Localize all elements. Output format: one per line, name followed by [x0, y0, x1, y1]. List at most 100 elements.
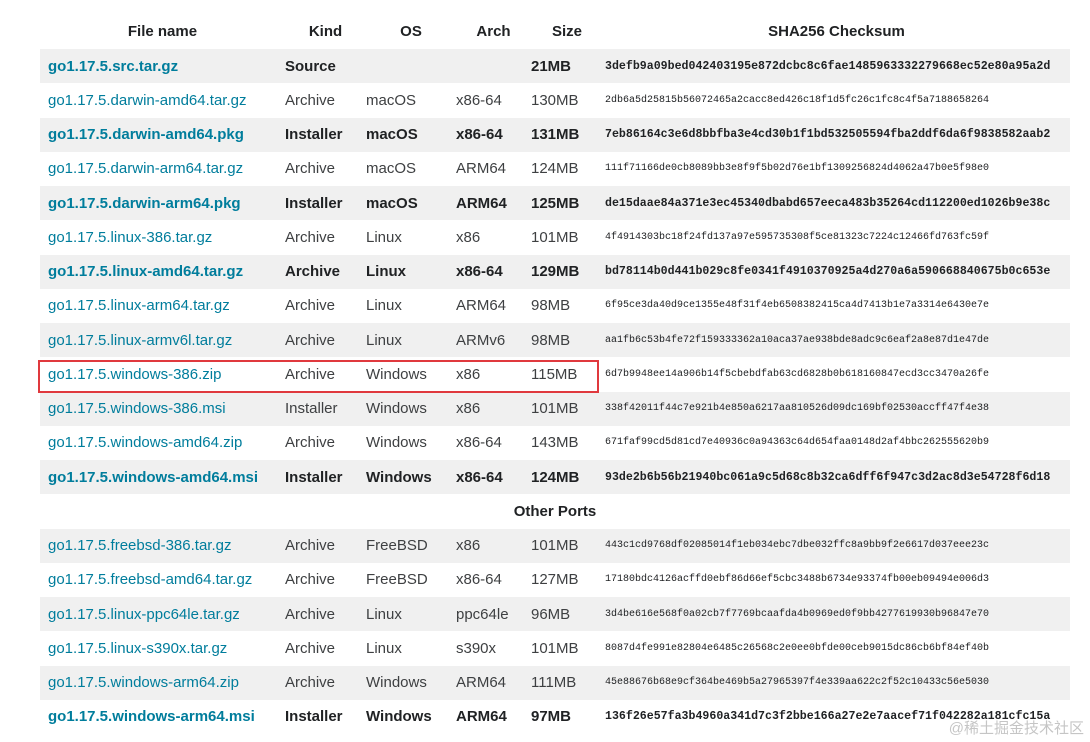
arch-cell: s390x — [456, 639, 497, 657]
arch-cell: ARM64 — [456, 160, 507, 178]
file-name-cell: go1.17.5.windows-arm64.zip — [40, 665, 285, 700]
file-name-cell: go1.17.5.darwin-arm64.tar.gz — [40, 152, 285, 186]
size-cell: 21MB — [531, 49, 603, 84]
download-link[interactable]: go1.17.5.linux-ppc64le.tar.gz — [48, 605, 240, 623]
os-cell: Linux — [366, 228, 402, 246]
checksum-cell: 4f4914303bc18f24fd137a97e595735308f5ce81… — [605, 231, 990, 243]
arch-cell: ARM64 — [456, 708, 507, 726]
size-cell: 101MB — [531, 228, 579, 246]
download-link[interactable]: go1.17.5.darwin-amd64.pkg — [48, 126, 244, 144]
download-link[interactable]: go1.17.5.src.tar.gz — [48, 57, 179, 75]
download-link[interactable]: go1.17.5.linux-386.tar.gz — [48, 228, 213, 246]
checksum-cell: 93de2b6b56b21940bc061a9c5d68c8b32ca6dff6… — [603, 460, 1070, 495]
file-name-cell: go1.17.5.linux-s390x.tar.gz — [40, 631, 285, 665]
download-link[interactable]: go1.17.5.freebsd-amd64.tar.gz — [48, 571, 253, 589]
checksum-cell: 338f42011f44c7e921b4e850a6217aa810526d09… — [603, 391, 1070, 426]
file-name-cell: go1.17.5.windows-386.msi — [40, 391, 285, 426]
table-row: go1.17.5.windows-386.msi Installer Windows… — [40, 391, 1070, 426]
kind-cell: Archive — [285, 297, 336, 315]
os-cell — [366, 49, 456, 84]
checksum-cell: bd78114b0d441b029c8fe0341f4910370925a4d2… — [603, 254, 1070, 289]
checksum-cell: 17180bdc4126acffd0ebf86d66ef5cbc3488b673… — [605, 574, 990, 586]
download-link[interactable]: go1.17.5.freebsd-386.tar.gz — [48, 537, 232, 555]
file-name-cell: go1.17.5.src.tar.gz — [40, 49, 285, 84]
download-link[interactable]: go1.17.5.windows-386.zip — [48, 365, 222, 383]
download-link[interactable]: go1.17.5.linux-arm64.tar.gz — [48, 297, 230, 315]
table-row: go1.17.5.linux-amd64.tar.gz Archive Linux x… — [40, 254, 1070, 289]
download-link[interactable]: go1.17.5.windows-arm64.zip — [48, 674, 239, 692]
os-cell: macOS — [366, 91, 417, 109]
size-cell: 101MB — [531, 528, 603, 563]
checksum-cell: 136f26e57fa3b4960a341d7c3f2bbe166a27e2e7… — [605, 710, 1051, 724]
table-row: go1.17.5.windows-amd64.zip Archive Windows… — [40, 426, 1070, 460]
kind-cell: Archive — [285, 254, 366, 289]
kind-cell: Archive — [285, 160, 336, 178]
download-link[interactable]: go1.17.5.linux-amd64.tar.gz — [48, 263, 244, 281]
os-cell: Linux — [366, 254, 456, 289]
os-cell: macOS — [366, 186, 456, 221]
size-cell: 124MB — [531, 460, 603, 495]
download-link[interactable]: go1.17.5.windows-amd64.zip — [48, 434, 243, 452]
arch-cell — [456, 49, 531, 84]
size-cell: 101MB — [531, 391, 603, 426]
size-cell: 125MB — [531, 186, 603, 221]
download-link[interactable]: go1.17.5.windows-amd64.msi — [48, 468, 259, 486]
kind-cell: Archive — [285, 434, 336, 452]
file-name-cell: go1.17.5.darwin-amd64.tar.gz — [40, 83, 285, 117]
kind-cell: Archive — [285, 597, 366, 632]
checksum-cell: 45e88676b68e9cf364be469b5a27965397f4e339… — [603, 665, 1070, 700]
kind-cell: Archive — [285, 365, 336, 383]
size-cell: 97MB — [531, 708, 572, 726]
arch-cell: x86 — [456, 228, 481, 246]
section-title-other-ports: Other Ports — [513, 502, 597, 520]
downloads-table: File name Kind OS Arch Size SHA256 Check… — [40, 14, 1070, 734]
os-cell: Windows — [366, 365, 427, 383]
checksum-cell: 6d7b9948ee14a906b14f5cbebdfab63cd6828b0b… — [605, 368, 990, 380]
table-row: go1.17.5.darwin-arm64.pkg Installer macOS A… — [40, 186, 1070, 221]
os-cell: Windows — [366, 460, 456, 495]
kind-cell: Installer — [285, 117, 366, 152]
size-cell: 115MB — [531, 365, 578, 383]
table-row: go1.17.5.windows-arm64.msi Installer Windo… — [40, 700, 1070, 734]
size-cell: 130MB — [531, 91, 579, 109]
table-row: go1.17.5.darwin-arm64.tar.gz Archive macOS… — [40, 152, 1070, 186]
kind-cell: Archive — [285, 228, 336, 246]
table-row: go1.17.5.linux-arm64.tar.gz Archive Linux A… — [40, 289, 1070, 323]
checksum-cell: 111f71166de0cb8089bb3e8f9f5b02d76e1bf130… — [605, 163, 990, 175]
download-link[interactable]: go1.17.5.linux-s390x.tar.gz — [48, 639, 228, 657]
kind-cell: Installer — [285, 708, 343, 726]
kind-cell: Archive — [285, 528, 366, 563]
kind-cell: Archive — [285, 91, 336, 109]
kind-cell: Archive — [285, 571, 336, 589]
file-name-cell: go1.17.5.windows-amd64.msi — [40, 460, 285, 495]
arch-cell: x86-64 — [456, 434, 502, 452]
os-cell: macOS — [366, 117, 456, 152]
size-cell: 131MB — [531, 117, 603, 152]
checksum-cell: 8087d4fe991e82804e6485c26568c2e0ee0bfde0… — [605, 642, 990, 654]
os-cell: Windows — [366, 391, 456, 426]
download-link[interactable]: go1.17.5.darwin-amd64.tar.gz — [48, 91, 247, 109]
download-link[interactable]: go1.17.5.windows-arm64.msi — [48, 708, 255, 726]
kind-cell: Source — [285, 49, 366, 84]
table-row: go1.17.5.windows-arm64.zip Archive Windows… — [40, 665, 1070, 700]
os-cell: Windows — [366, 708, 432, 726]
checksum-cell: 2db6a5d25815b56072465a2cacc8ed426c18f1d5… — [605, 94, 990, 106]
size-cell: 129MB — [531, 254, 603, 289]
download-link[interactable]: go1.17.5.darwin-arm64.tar.gz — [48, 160, 244, 178]
checksum-cell: 3d4be616e568f0a02cb7f7769bcaafda4b0969ed… — [603, 597, 1070, 632]
table-row: go1.17.5.linux-386.tar.gz Archive Linux x86… — [40, 220, 1070, 254]
arch-cell: x86-64 — [456, 460, 531, 495]
file-name-cell: go1.17.5.windows-amd64.zip — [40, 426, 285, 460]
table-row: go1.17.5.windows-386.zip Archive Windows x8… — [40, 357, 1070, 391]
arch-cell: x86-64 — [456, 254, 531, 289]
download-link[interactable]: go1.17.5.darwin-arm64.pkg — [48, 194, 241, 212]
kind-cell: Installer — [285, 460, 366, 495]
download-link[interactable]: go1.17.5.windows-386.msi — [48, 400, 226, 418]
file-name-cell: go1.17.5.linux-armv6l.tar.gz — [40, 323, 285, 358]
arch-cell: x86 — [456, 391, 531, 426]
section-row: Other Ports — [40, 494, 1070, 528]
table-row: go1.17.5.src.tar.gz Source 21MB 3defb9a09be… — [40, 49, 1070, 84]
file-name-cell: go1.17.5.linux-arm64.tar.gz — [40, 289, 285, 323]
table-header: File name Kind OS Arch Size SHA256 Check… — [40, 14, 1070, 49]
download-link[interactable]: go1.17.5.linux-armv6l.tar.gz — [48, 331, 233, 349]
